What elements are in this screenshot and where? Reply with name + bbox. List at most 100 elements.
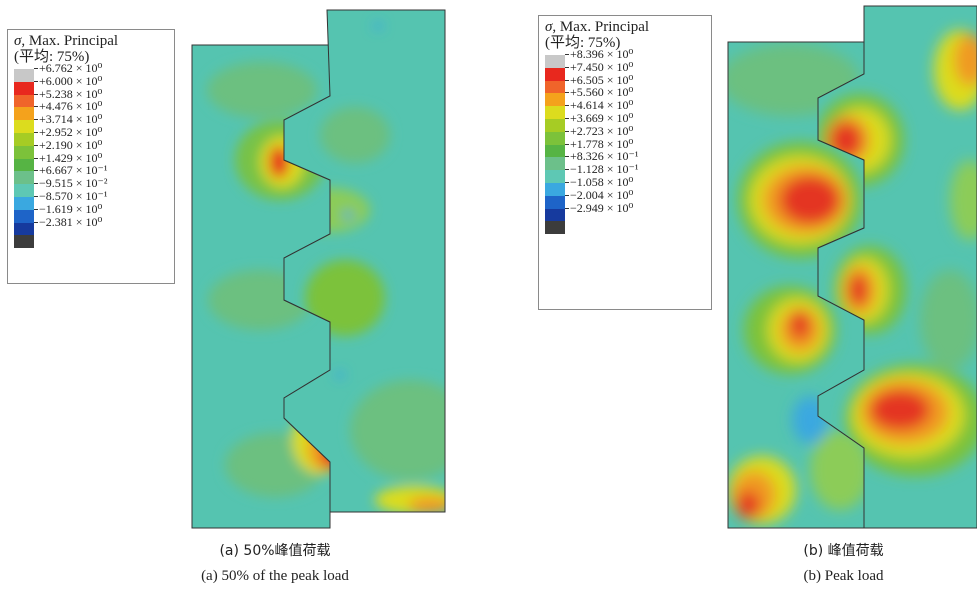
legend-tick [565,105,569,107]
legend-row: +8.396 × 10⁰ [545,48,705,68]
legend-b: σ, Max. Principal (平均: 75%) +8.396 × 10⁰… [538,15,712,310]
legend-value: −2.381 × 10⁰ [39,214,103,229]
legend-row: −1.058 × 10⁰ [545,175,705,196]
legend-swatch [545,67,565,81]
legend-value: +1.778 × 10⁰ [570,136,634,151]
legend-value: +2.952 × 10⁰ [39,124,103,139]
legend-tick [34,93,38,95]
legend-row: −1.619 × 10⁰ [14,202,168,223]
legend-row: −2.949 × 10⁰ [545,201,705,222]
legend-tick [34,131,38,133]
legend-value: +4.614 × 10⁰ [570,98,634,113]
legend-tick [565,156,569,158]
legend-row: +2.723 × 10⁰ [545,124,705,145]
legend-tick [565,54,569,55]
legend-swatch [14,81,34,95]
legend-row: +2.190 × 10⁰ [14,138,168,159]
legend-swatch [14,171,34,185]
legend-row: −1.128 × 10⁻¹ [545,163,705,183]
caption-zh-a: (a) 50%峰值荷载 [219,543,331,559]
stress-contour-b [727,5,977,529]
legend-row: +3.714 × 10⁰ [14,113,168,133]
legend-value: +6.762 × 10⁰ [39,61,103,75]
legend-value: +5.560 × 10⁰ [570,85,634,100]
legend-tick [565,181,569,183]
legend-tick [565,92,569,94]
legend-row: +8.326 × 10⁻¹ [545,150,705,171]
legend-tick [565,130,569,132]
legend-row: +6.000 × 10⁰ [14,74,168,95]
legend-title: σ, Max. Principal [545,20,705,35]
legend-swatch [14,94,34,108]
legend-tick [565,194,569,196]
legend-row: +4.476 × 10⁰ [14,100,168,121]
panel-b: σ, Max. Principal (平均: 75%) +8.396 × 10⁰… [530,0,977,596]
legend-row: +5.560 × 10⁰ [545,86,705,107]
legend-tick [34,221,38,223]
color-scale: +8.396 × 10⁰ +7.450 × 10⁰ +6.505 × 10⁰ +5.5… [545,48,705,235]
legend-title: σ, Max. Principal [14,34,168,49]
stress-contour-a [191,9,446,529]
color-scale: +6.762 × 10⁰ +6.000 × 10⁰ +5.238 × 10⁰ +4.4… [14,62,168,249]
legend-tick [565,207,569,209]
legend-tick [34,183,38,185]
legend-value: +4.476 × 10⁰ [39,99,103,114]
legend-value: +5.238 × 10⁰ [39,86,103,101]
legend-tick [34,68,38,69]
legend-row: +6.667 × 10⁻¹ [14,164,168,185]
legend-swatch [14,235,34,249]
legend-swatch [14,107,34,121]
legend-value: +2.723 × 10⁰ [570,123,634,138]
legend-title-text: , Max. Principal [21,33,119,49]
legend-tick [565,79,569,81]
legend-row: +1.778 × 10⁰ [545,137,705,158]
legend-swatch [545,221,565,235]
legend-row: +5.238 × 10⁰ [14,87,168,108]
legend-swatch [14,196,34,210]
legend-row: +1.429 × 10⁰ [14,151,168,172]
legend-swatch [14,158,34,172]
caption-zh-b: (b) 峰值荷载 [803,543,884,559]
legend-tick [34,170,38,172]
panel-a: σ, Max. Principal (平均: 75%) +6.762 × 10⁰… [0,0,470,596]
legend-value: +3.714 × 10⁰ [39,112,103,127]
legend-row [545,221,705,235]
legend-swatch [14,222,34,236]
legend-value: −9.515 × 10⁻² [39,176,108,191]
legend-row: +4.614 × 10⁰ [545,99,705,119]
legend-tick [34,80,38,82]
legend-swatch [545,170,565,183]
legend-swatch [545,131,565,145]
legend-row: +3.669 × 10⁰ [545,111,705,132]
legend-value: −2.004 × 10⁰ [570,187,634,202]
legend-row [14,235,168,249]
sigma-symbol: σ [14,33,22,49]
legend-swatch [545,144,565,158]
legend-row: −2.004 × 10⁰ [545,188,705,209]
legend-value: −2.949 × 10⁰ [570,200,634,215]
legend-swatch [545,106,565,119]
legend-row: −2.381 × 10⁰ [14,215,168,236]
legend-row: −9.515 × 10⁻² [14,177,168,197]
legend-tick [565,143,569,145]
legend-tick [565,169,569,171]
legend-tick [34,119,38,121]
legend-tick [34,106,38,108]
legend-swatch [14,184,34,197]
legend-swatch [545,208,565,222]
legend-subtitle: (平均: 75%) [545,35,621,51]
legend-value: +7.450 × 10⁰ [570,59,634,74]
legend-value: −1.128 × 10⁻¹ [570,162,639,177]
legend-swatch [14,145,34,159]
legend-swatch [545,80,565,94]
legend-row: +2.952 × 10⁰ [14,125,168,146]
legend-value: +6.667 × 10⁻¹ [39,163,108,178]
legend-subtitle: (平均: 75%) [14,49,90,65]
legend-value: −1.058 × 10⁰ [570,174,634,189]
legend-value: +8.326 × 10⁻¹ [570,149,639,164]
legend-a: σ, Max. Principal (平均: 75%) +6.762 × 10⁰… [7,29,175,284]
legend-swatch [14,132,34,146]
legend-swatch [545,157,565,171]
legend-row: −8.570 × 10⁻¹ [14,189,168,210]
legend-row: +6.505 × 10⁰ [545,73,705,94]
